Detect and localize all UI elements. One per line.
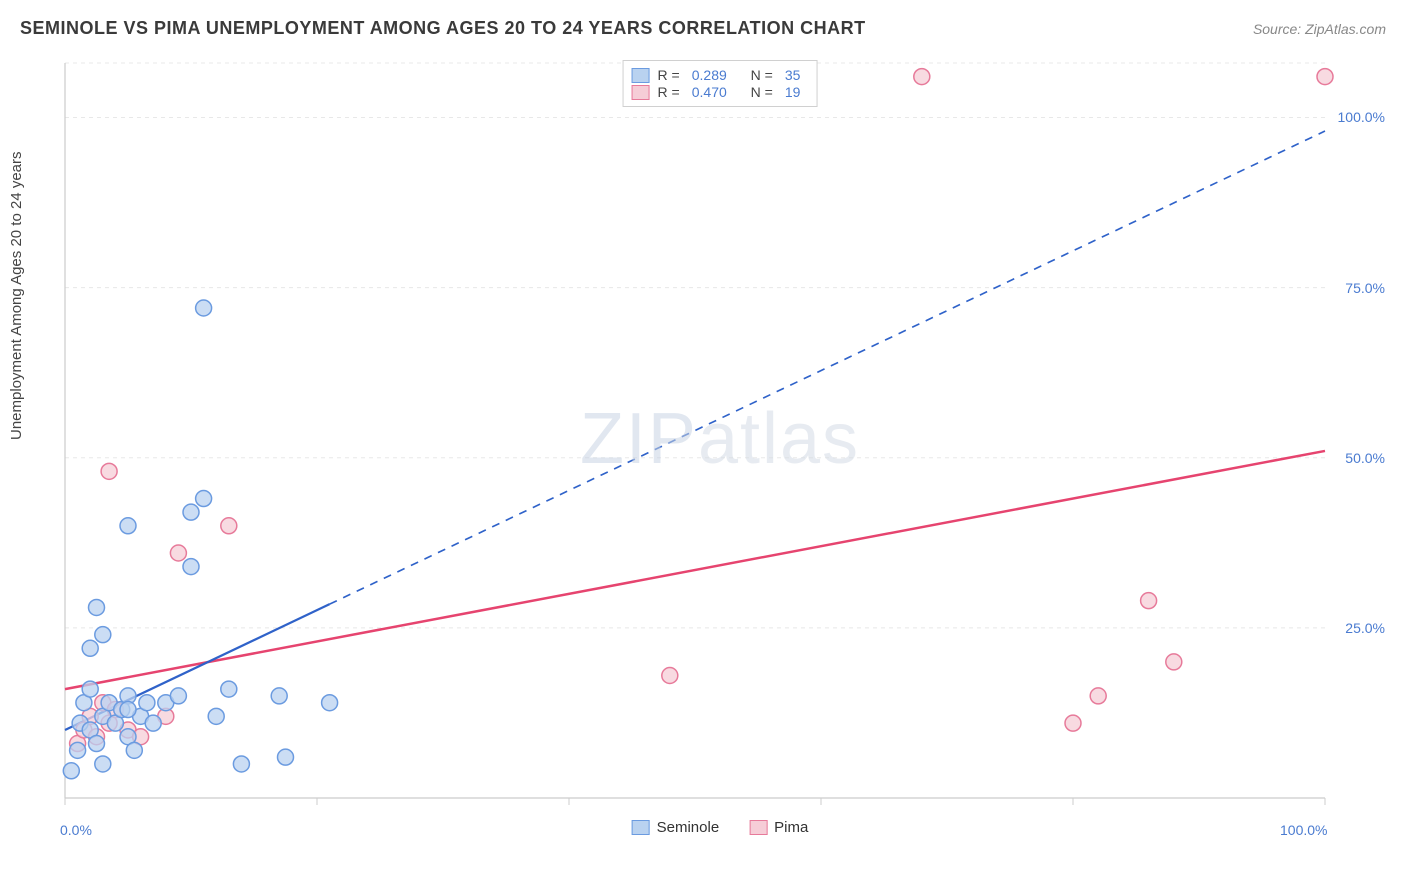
- chart-title: SEMINOLE VS PIMA UNEMPLOYMENT AMONG AGES…: [20, 18, 866, 39]
- seminole-n-value: 35: [785, 67, 801, 83]
- y-axis-label: Unemployment Among Ages 20 to 24 years: [8, 151, 25, 440]
- x-tick-label: 0.0%: [60, 822, 92, 838]
- pima-swatch-icon: [632, 85, 650, 100]
- y-tick-label: 50.0%: [1345, 450, 1385, 466]
- x-tick-label: 100.0%: [1280, 822, 1327, 838]
- legend-stats-row-pima: R = 0.470 N = 19: [632, 84, 805, 100]
- scatter-plot: [55, 58, 1385, 828]
- y-tick-label: 75.0%: [1345, 280, 1385, 296]
- seminole-swatch-icon: [632, 820, 650, 835]
- r-label: R =: [658, 84, 680, 100]
- legend-item-pima: Pima: [749, 819, 808, 836]
- legend-stats-box: R = 0.289 N = 35 R = 0.470 N = 19: [623, 60, 818, 107]
- chart-area: ZIPatlas R = 0.289 N = 35 R = 0.470 N = …: [55, 58, 1385, 828]
- seminole-label: Seminole: [657, 819, 720, 836]
- pima-label: Pima: [774, 819, 808, 836]
- legend-stats-row-seminole: R = 0.289 N = 35: [632, 67, 805, 83]
- r-label: R =: [658, 67, 680, 83]
- legend-item-seminole: Seminole: [632, 819, 720, 836]
- pima-swatch-icon: [749, 820, 767, 835]
- source-attribution: Source: ZipAtlas.com: [1253, 21, 1386, 37]
- y-tick-label: 25.0%: [1345, 620, 1385, 636]
- pima-r-value: 0.470: [692, 84, 727, 100]
- seminole-r-value: 0.289: [692, 67, 727, 83]
- pima-n-value: 19: [785, 84, 801, 100]
- n-label: N =: [751, 84, 773, 100]
- legend-series: Seminole Pima: [632, 819, 809, 836]
- seminole-swatch-icon: [632, 68, 650, 83]
- y-tick-label: 100.0%: [1338, 109, 1385, 125]
- n-label: N =: [751, 67, 773, 83]
